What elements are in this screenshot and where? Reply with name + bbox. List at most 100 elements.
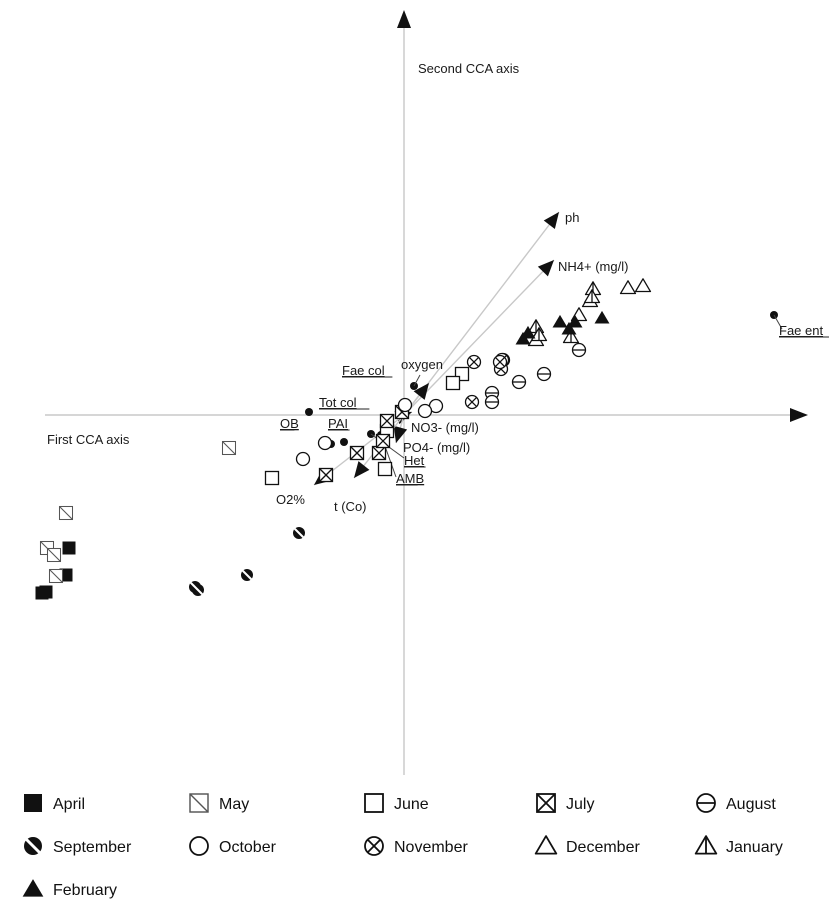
legend-item-august: August [696, 793, 776, 813]
legend-marker-february [22, 879, 44, 897]
legend-marker-may [189, 793, 209, 813]
point-august-1 [536, 366, 552, 382]
y-axis-arrowhead [397, 10, 411, 28]
legend-label-december: December [566, 839, 640, 856]
point-april-3 [35, 586, 49, 600]
legend-label-july: July [566, 796, 594, 813]
legend-label-february: February [53, 882, 117, 899]
legend-item-april: April [24, 794, 85, 813]
vector-line-0 [403, 211, 560, 416]
legend-label-november: November [394, 839, 468, 856]
legend-marker-august [696, 793, 716, 813]
species-leader-0 [773, 314, 783, 330]
point-october-1 [317, 435, 333, 451]
legend: April May June July August September October No… [22, 793, 783, 899]
vector-label-2: oxygen [401, 357, 443, 372]
point-july-2 [349, 445, 365, 461]
vector-arrowhead-0 [543, 212, 559, 229]
vector-arrowhead-2 [413, 383, 429, 400]
point-september-3 [192, 584, 204, 596]
legend-marker-april [24, 794, 42, 812]
legend-label-january: January [726, 839, 783, 856]
point-june-2 [264, 470, 280, 486]
y-axis-label: Second CCA axis [418, 61, 520, 76]
x-axis-arrowhead [790, 408, 808, 422]
vector-label-0: ph [565, 210, 579, 225]
environment-vectors: ph NH4+ (mg/l) oxygen NO3- (mg/l) PO4- (mg/l… [276, 210, 628, 514]
legend-label-october: October [219, 839, 277, 856]
point-february-2 [552, 314, 568, 328]
point-may-1 [58, 505, 74, 521]
point-may-0 [221, 440, 237, 456]
point-february-4 [561, 321, 577, 335]
point-february-1 [567, 314, 583, 328]
point-july-3 [379, 413, 395, 429]
point-november-4 [466, 354, 482, 370]
point-february-0 [594, 310, 610, 324]
point-may-4 [48, 568, 64, 584]
point-january-1 [583, 289, 601, 304]
legend-item-september: September [24, 837, 132, 856]
point-april-0 [62, 541, 76, 555]
point-august-0 [511, 374, 527, 390]
legend-label-june: June [394, 796, 429, 813]
species-dot-4 [340, 438, 348, 446]
point-july-1 [318, 467, 334, 483]
species-leader-1 [413, 374, 421, 387]
species-label-4: PAI [328, 416, 348, 431]
vector-label-5: O2% [276, 492, 305, 507]
axes: First CCA axis Second CCA axis [45, 10, 808, 775]
vector-label-1: NH4+ (mg/l) [558, 259, 628, 274]
point-august-5 [484, 394, 500, 410]
vector-label-4: PO4- (mg/l) [403, 440, 470, 455]
species-dot-2 [305, 408, 313, 416]
legend-item-july: July [536, 793, 594, 813]
point-november-2 [464, 394, 480, 410]
legend-label-april: April [53, 796, 85, 813]
point-june-1 [445, 375, 461, 391]
species-label-6: AMB [396, 471, 424, 486]
legend-label-may: May [219, 796, 249, 813]
legend-marker-june [364, 793, 384, 813]
point-june-3 [377, 461, 393, 477]
species-label-2: Tot col [319, 395, 357, 410]
species-label-3: OB [280, 416, 299, 431]
legend-label-september: September [53, 839, 132, 856]
legend-item-january: January [694, 835, 783, 856]
legend-item-december: December [534, 835, 640, 856]
legend-item-november: November [364, 836, 468, 856]
species-points: Fae ent Fae col Tot col OB PAI Het AMB [280, 311, 829, 486]
legend-item-june: June [364, 793, 429, 813]
species-label-0: Fae ent [779, 323, 823, 338]
legend-item-february: February [22, 879, 117, 899]
legend-marker-january [694, 835, 718, 855]
legend-marker-july [536, 793, 556, 813]
point-december-1 [619, 280, 637, 295]
legend-marker-october [189, 836, 209, 856]
point-september-0 [293, 527, 305, 539]
x-axis-label: First CCA axis [47, 432, 130, 447]
legend-item-october: October [189, 836, 277, 856]
vector-label-3: NO3- (mg/l) [411, 420, 479, 435]
point-july-0 [371, 445, 387, 461]
species-label-5: Het [404, 453, 425, 468]
vector-line-1 [403, 259, 555, 416]
legend-label-august: August [726, 796, 776, 813]
point-october-0 [295, 451, 311, 467]
vector-arrowhead-6 [354, 461, 370, 478]
point-august-3 [571, 342, 587, 358]
legend-marker-september [24, 837, 42, 855]
point-october-3 [417, 403, 433, 419]
vector-arrowhead-1 [537, 260, 554, 277]
point-december-2 [634, 278, 652, 293]
point-january-4 [530, 327, 548, 342]
species-label-1: Fae col [342, 363, 385, 378]
point-november-3 [492, 354, 508, 370]
legend-marker-november [364, 836, 384, 856]
point-september-2 [241, 569, 253, 581]
vector-label-6: t (Co) [334, 499, 367, 514]
point-february-5 [520, 325, 536, 339]
vector-arrowhead-4 [393, 425, 408, 443]
point-may-3 [46, 547, 62, 563]
